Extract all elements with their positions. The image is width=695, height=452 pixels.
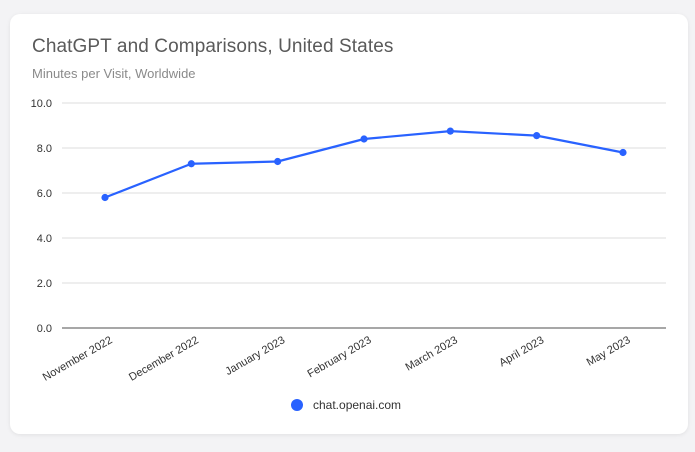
y-tick-label: 2.0 <box>37 278 52 290</box>
y-tick-label: 10.0 <box>31 98 52 110</box>
data-point <box>619 148 627 157</box>
x-tick-label: February 2023 <box>306 334 374 380</box>
y-axis-ticks: 0.0 2.0 4.0 6.0 8.0 10.0 <box>31 98 52 335</box>
x-tick-label: January 2023 <box>223 334 287 378</box>
data-point <box>446 127 454 135</box>
data-point <box>101 193 109 202</box>
x-axis-ticks: November 2022 December 2022 January 2023 Fe… <box>41 334 633 384</box>
x-tick-label: April 2023 <box>497 334 546 369</box>
chart-card <box>10 14 688 434</box>
series-layer <box>101 127 627 202</box>
y-tick-label: 0.0 <box>37 323 52 335</box>
x-tick-label: May 2023 <box>585 334 633 369</box>
y-tick-label: 4.0 <box>37 233 52 245</box>
data-point <box>187 160 195 168</box>
legend: chat.openai.com <box>291 398 401 412</box>
x-tick-label: March 2023 <box>404 334 460 373</box>
gridlines <box>62 102 666 329</box>
chart-subtitle: Minutes per Visit, Worldwide <box>32 66 196 81</box>
chart-title: ChatGPT and Comparisons, United States <box>32 36 394 57</box>
legend-label: chat.openai.com <box>313 398 402 412</box>
y-tick-label: 6.0 <box>37 188 52 200</box>
data-point <box>360 135 368 143</box>
data-point <box>274 157 282 166</box>
legend-marker <box>291 399 303 411</box>
y-tick-label: 8.0 <box>37 143 52 155</box>
x-tick-label: November 2022 <box>41 334 115 384</box>
x-tick-label: December 2022 <box>127 334 201 384</box>
data-point <box>533 132 541 140</box>
